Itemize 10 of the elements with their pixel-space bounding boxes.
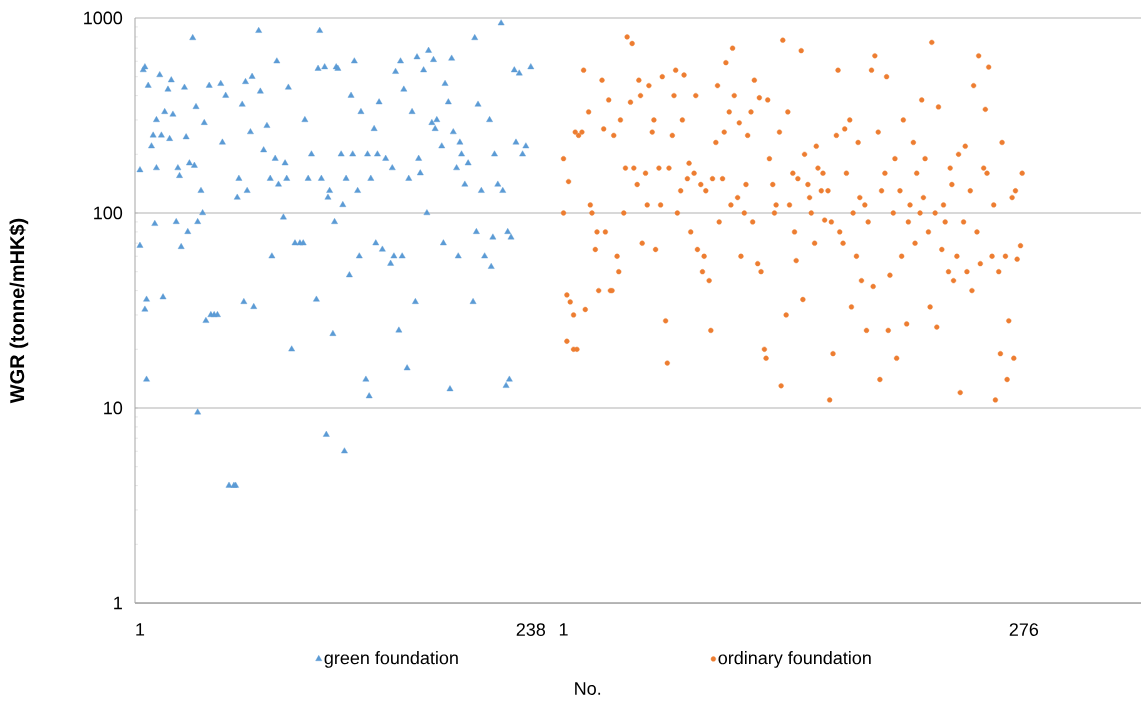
y-tick-label: 1000 (84, 11, 123, 25)
legend-label: ordinary foundation (718, 651, 871, 668)
legend-label: green foundation (324, 651, 458, 668)
y-axis-title: WGR (tonne/mHK$) (9, 218, 29, 404)
x-axis-title: No. (575, 682, 601, 695)
x-tick-label: 238 (516, 623, 546, 636)
x2-tick-label: 276 (1009, 623, 1039, 636)
y-tick-label: 100 (94, 206, 123, 220)
y-tick-label: 10 (104, 401, 123, 415)
y-tick-label: 1 (114, 596, 122, 610)
